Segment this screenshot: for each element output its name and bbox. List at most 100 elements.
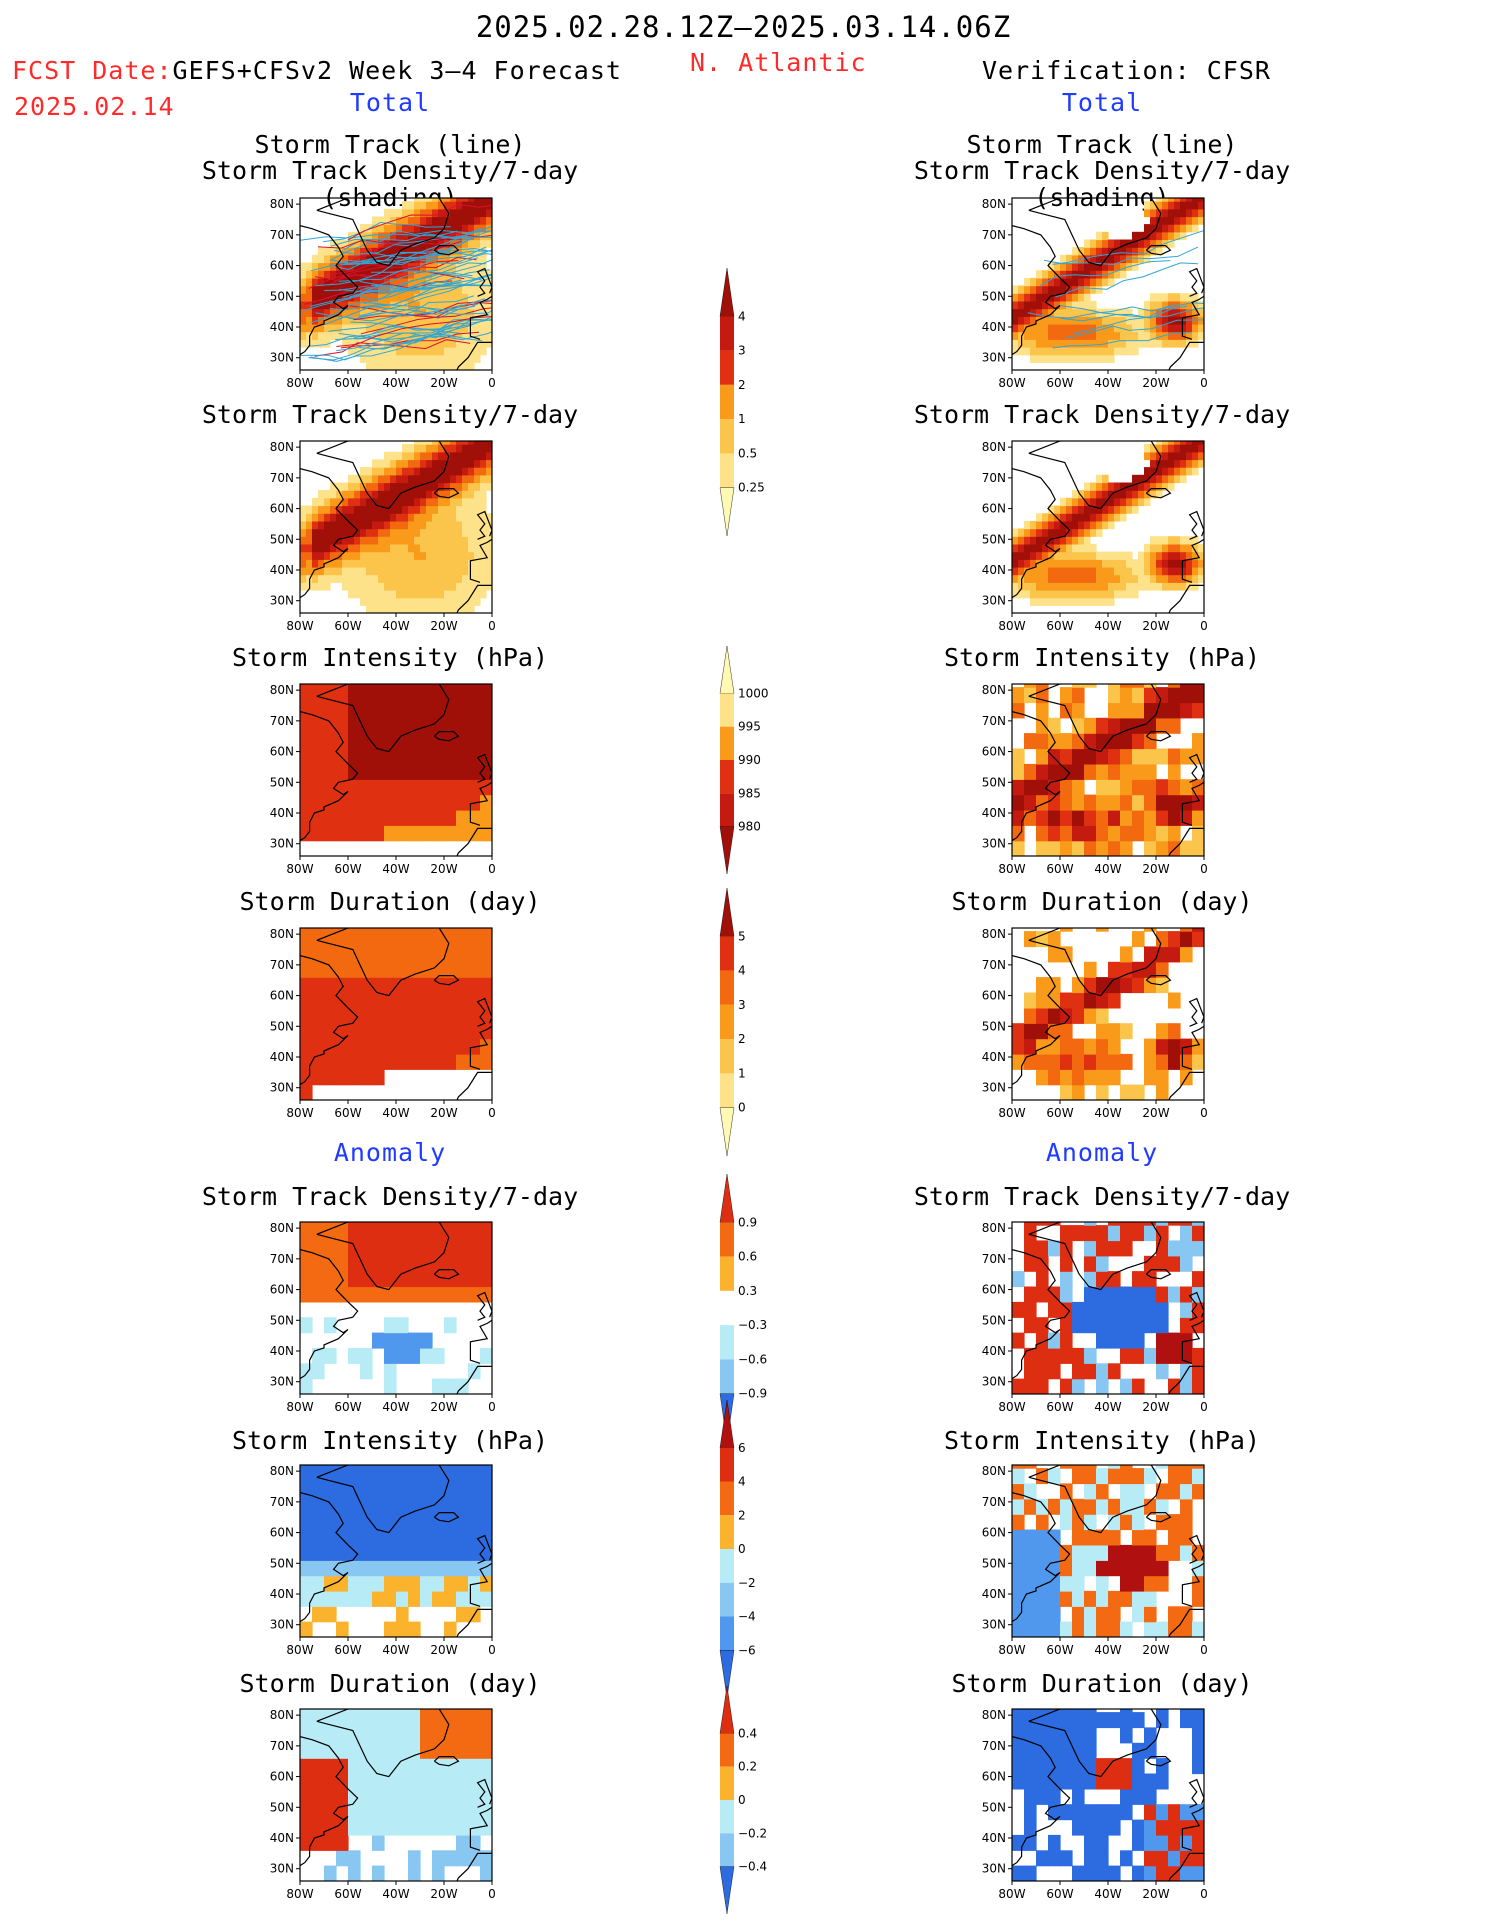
field-cell xyxy=(384,1709,397,1713)
field-cell xyxy=(1072,536,1079,545)
coastline xyxy=(456,827,492,856)
field-cell xyxy=(408,1468,421,1485)
field-cell xyxy=(1168,441,1175,445)
field-cell xyxy=(1090,543,1097,553)
field-cell xyxy=(1144,684,1157,688)
field-cell xyxy=(1012,1053,1025,1070)
field-cell xyxy=(1084,354,1091,363)
field-cell xyxy=(354,513,361,522)
field-cell xyxy=(1066,354,1073,363)
field-cell xyxy=(468,277,475,287)
field-cell xyxy=(1180,536,1187,545)
field-cell xyxy=(456,928,469,932)
field-cell xyxy=(1108,1240,1121,1257)
field-cell xyxy=(348,474,355,484)
field-cell xyxy=(1120,1084,1133,1100)
field-cell xyxy=(342,574,349,583)
field-cell xyxy=(480,216,487,225)
field-cell xyxy=(384,331,391,340)
field-cell xyxy=(348,331,355,340)
field-cell xyxy=(372,931,385,948)
field-cell xyxy=(1096,277,1103,287)
field-cell xyxy=(1180,208,1187,218)
field-cell xyxy=(1114,513,1121,522)
field-cell xyxy=(1156,687,1169,704)
field-cell xyxy=(378,354,385,363)
field-cell xyxy=(1084,505,1091,514)
field-cell xyxy=(468,262,475,271)
field-cell xyxy=(342,497,349,507)
field-cell xyxy=(1144,687,1157,704)
field-cell xyxy=(336,1575,349,1592)
field-cell xyxy=(444,339,451,348)
lon-tick-label: 60W xyxy=(334,619,361,633)
field-cell xyxy=(342,293,349,302)
field-cell xyxy=(1144,1621,1157,1637)
forecast-track-title-1: Storm Track (line) xyxy=(254,130,526,159)
field-cell xyxy=(1048,931,1061,948)
field-cell xyxy=(312,961,325,978)
field-cell xyxy=(1036,520,1043,530)
field-cell xyxy=(1132,1773,1145,1790)
field-cell xyxy=(396,992,409,1009)
field-cell xyxy=(1186,216,1193,225)
field-cell xyxy=(330,323,337,333)
lat-tick-label: 40N xyxy=(270,1050,294,1064)
field-cell xyxy=(1120,247,1127,256)
lat-tick-label: 80N xyxy=(982,197,1006,211)
field-cell xyxy=(402,505,409,514)
field-cell xyxy=(1084,977,1097,994)
field-cell xyxy=(384,1727,397,1744)
field-cell xyxy=(402,208,409,218)
colorbar-label: −0.4 xyxy=(738,1860,767,1874)
field-cell xyxy=(1060,354,1067,363)
field-cell xyxy=(468,931,481,948)
coastline xyxy=(1012,1736,1071,1867)
field-cell xyxy=(324,520,331,530)
field-cell xyxy=(1048,308,1055,317)
field-cell xyxy=(1096,339,1103,348)
field-cell xyxy=(450,597,457,606)
field-cell xyxy=(1030,300,1037,310)
field-cell xyxy=(450,362,457,370)
field-cell xyxy=(1060,1590,1073,1607)
field-cell xyxy=(354,300,361,310)
field-cell xyxy=(1024,339,1031,348)
field-cell xyxy=(450,528,457,537)
field-cell xyxy=(372,1271,385,1288)
field-cell xyxy=(438,254,445,264)
field-cell xyxy=(300,1286,313,1303)
field-cell xyxy=(456,201,463,210)
field-cell xyxy=(1120,323,1127,333)
field-cell xyxy=(480,1819,492,1836)
field-cell xyxy=(1024,794,1037,811)
field-cell xyxy=(462,339,469,348)
field-cell xyxy=(1078,536,1085,545)
field-cell xyxy=(474,285,481,294)
field-cell xyxy=(1108,794,1121,811)
field-cell xyxy=(396,1023,409,1040)
field-cell xyxy=(450,590,457,599)
field-cell xyxy=(1012,543,1019,553)
field-cell xyxy=(426,354,433,363)
field-cell xyxy=(318,331,325,340)
field-cell xyxy=(1048,543,1055,553)
field-cell xyxy=(360,1038,373,1055)
field-cell xyxy=(1156,1498,1169,1515)
field-cell xyxy=(1012,285,1019,294)
field-cell xyxy=(384,748,397,765)
field-cell xyxy=(1180,444,1187,453)
field-cell xyxy=(1186,559,1193,568)
storm-track-line xyxy=(331,256,477,275)
field-cell xyxy=(1162,198,1169,202)
field-cell xyxy=(456,1606,469,1623)
field-cell xyxy=(1108,331,1115,340)
storm-track-line xyxy=(1057,304,1204,318)
field-cell xyxy=(1180,293,1187,302)
field-cell xyxy=(426,574,433,583)
field-cell xyxy=(1048,1498,1061,1515)
field-cell xyxy=(1048,323,1055,333)
field-cell xyxy=(1066,520,1073,530)
field-cell xyxy=(456,687,469,704)
field-cell xyxy=(432,684,445,688)
